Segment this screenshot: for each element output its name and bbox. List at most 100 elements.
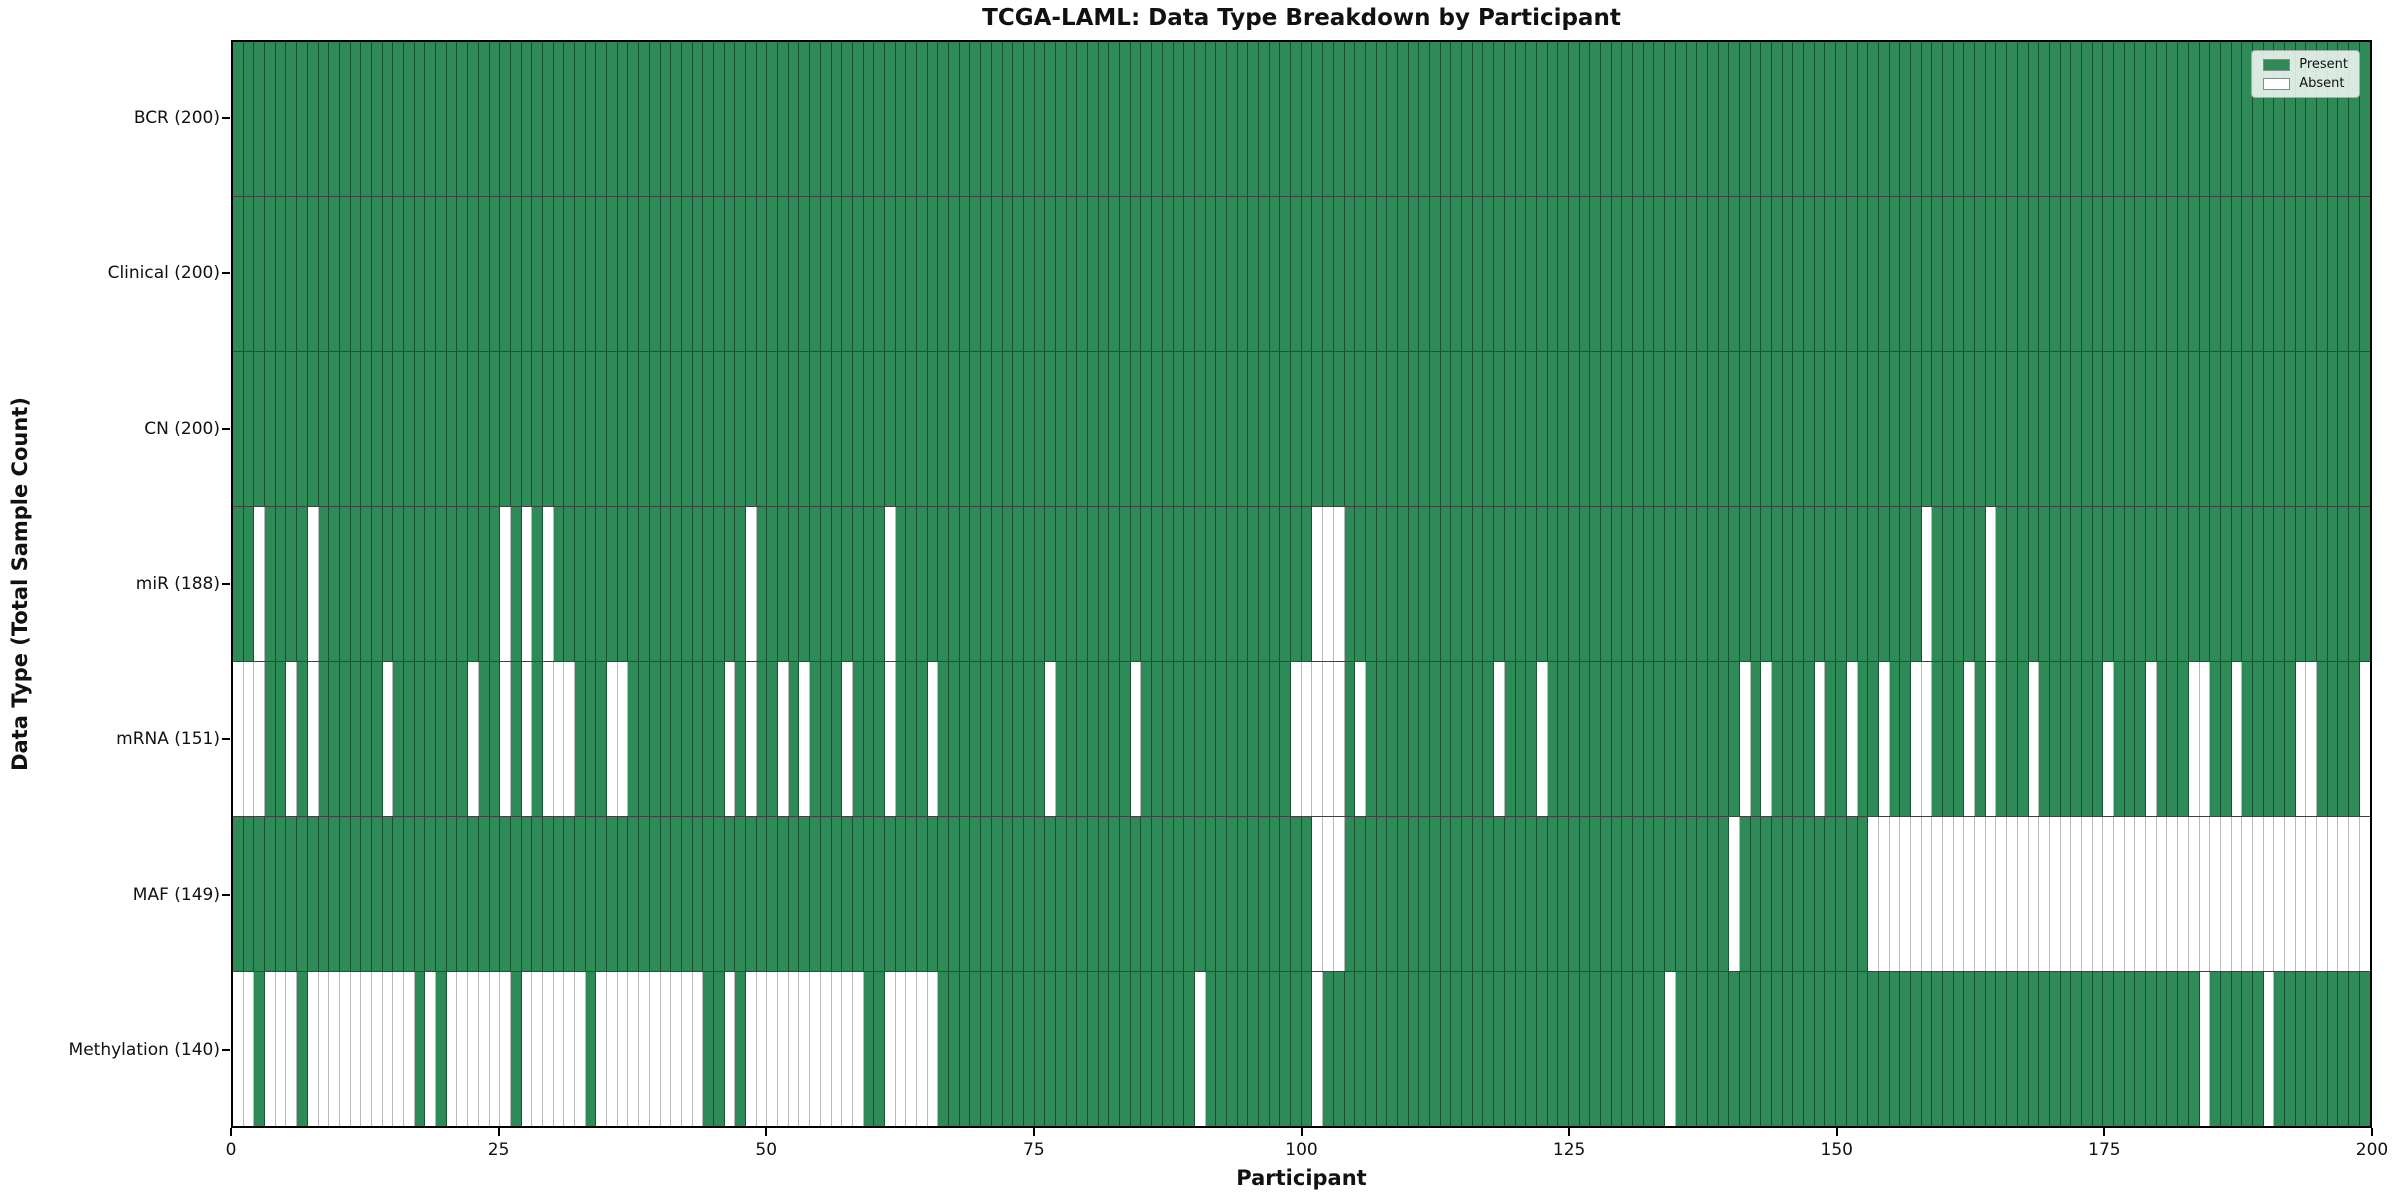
matrix-cell	[2178, 352, 2189, 506]
matrix-cell	[1836, 662, 1847, 816]
matrix-cell	[681, 507, 693, 661]
matrix-cell	[778, 42, 789, 196]
matrix-cell	[735, 507, 746, 661]
matrix-cell	[2295, 42, 2307, 196]
matrix-cell	[628, 42, 640, 196]
matrix-cell	[414, 197, 426, 351]
matrix-cell	[692, 972, 704, 1126]
matrix-cell	[436, 817, 447, 971]
matrix-cell	[1846, 42, 1858, 196]
matrix-cell	[1023, 817, 1035, 971]
matrix-cell	[692, 662, 704, 816]
matrix-cell	[1504, 817, 1516, 971]
matrix-cell	[2114, 42, 2125, 196]
matrix-cell	[1804, 817, 1815, 971]
matrix-cell	[1248, 817, 1259, 971]
y-tick-label-CN: CN (200)	[144, 418, 220, 439]
matrix-cell	[1665, 42, 1676, 196]
matrix-cell	[1023, 352, 1035, 506]
matrix-cell	[1707, 352, 1719, 506]
matrix-cell	[1814, 817, 1826, 971]
matrix-cell	[489, 42, 501, 196]
matrix-cell	[1996, 352, 2008, 506]
matrix-cell	[778, 817, 789, 971]
matrix-cell	[1964, 662, 1976, 816]
matrix-cell	[2092, 662, 2104, 816]
matrix-cell	[1226, 662, 1238, 816]
matrix-cell	[842, 42, 853, 196]
matrix-cell	[1269, 42, 1281, 196]
matrix-cell	[1152, 972, 1163, 1126]
matrix-cell	[1558, 352, 1569, 506]
matrix-cell	[478, 972, 490, 1126]
matrix-cell	[2081, 197, 2093, 351]
matrix-cell	[724, 352, 736, 506]
matrix-cell	[596, 352, 608, 506]
matrix-cell	[2167, 42, 2179, 196]
matrix-cell	[1633, 972, 1644, 1126]
matrix-cell	[863, 507, 875, 661]
matrix-cell	[1739, 972, 1751, 1126]
matrix-cell	[1611, 507, 1623, 661]
matrix-cell	[970, 507, 982, 661]
matrix-cell	[1889, 662, 1901, 816]
matrix-cell	[820, 817, 832, 971]
matrix-cell	[2306, 507, 2318, 661]
matrix-cell	[2039, 972, 2050, 1126]
matrix-cell	[1376, 817, 1388, 971]
matrix-cell	[585, 662, 597, 816]
matrix-cell	[2135, 352, 2147, 506]
matrix-cell	[735, 42, 746, 196]
matrix-cell	[1237, 662, 1249, 816]
matrix-cell	[1440, 507, 1452, 661]
matrix-cell	[307, 42, 319, 196]
matrix-cell	[510, 817, 522, 971]
matrix-cell	[1633, 42, 1644, 196]
matrix-cell	[703, 972, 714, 1126]
matrix-cell	[2188, 197, 2200, 351]
matrix-cell	[2263, 352, 2275, 506]
matrix-cell	[660, 352, 672, 506]
matrix-cell	[2210, 507, 2221, 661]
matrix-cell	[884, 507, 896, 661]
matrix-cell	[895, 42, 907, 196]
matrix-cell	[2220, 197, 2232, 351]
matrix-cell	[2349, 42, 2360, 196]
matrix-cell	[457, 662, 469, 816]
matrix-cell	[1825, 817, 1837, 971]
matrix-cell	[1526, 662, 1537, 816]
matrix-cell	[1568, 662, 1580, 816]
matrix-cell	[2349, 197, 2360, 351]
matrix-cell	[959, 352, 971, 506]
matrix-cell	[500, 352, 511, 506]
matrix-cell	[436, 662, 447, 816]
matrix-cell	[1654, 662, 1666, 816]
matrix-cell	[874, 352, 885, 506]
matrix-cell	[2338, 42, 2350, 196]
matrix-cell	[2306, 662, 2318, 816]
matrix-cell	[553, 662, 565, 816]
matrix-cell	[1184, 352, 1195, 506]
matrix-cell	[1323, 662, 1334, 816]
matrix-cell	[949, 662, 960, 816]
matrix-cell	[1483, 972, 1495, 1126]
matrix-cell	[2007, 507, 2018, 661]
matrix-cell	[2359, 972, 2370, 1126]
legend-entry-present: Present	[2263, 58, 2348, 71]
matrix-cell	[1697, 352, 1708, 506]
matrix-cell	[510, 507, 522, 661]
matrix-cell	[788, 197, 800, 351]
matrix-cell	[820, 662, 832, 816]
matrix-cell	[1494, 197, 1505, 351]
matrix-cell	[1718, 972, 1730, 1126]
matrix-cell	[393, 817, 404, 971]
matrix-cell	[831, 662, 843, 816]
matrix-cell	[820, 352, 832, 506]
matrix-cell	[1216, 352, 1227, 506]
matrix-cell	[575, 352, 586, 506]
matrix-cell	[2124, 42, 2136, 196]
matrix-cell	[617, 507, 629, 661]
matrix-cell	[1237, 42, 1249, 196]
matrix-cell	[1226, 197, 1238, 351]
matrix-cell	[339, 972, 351, 1126]
